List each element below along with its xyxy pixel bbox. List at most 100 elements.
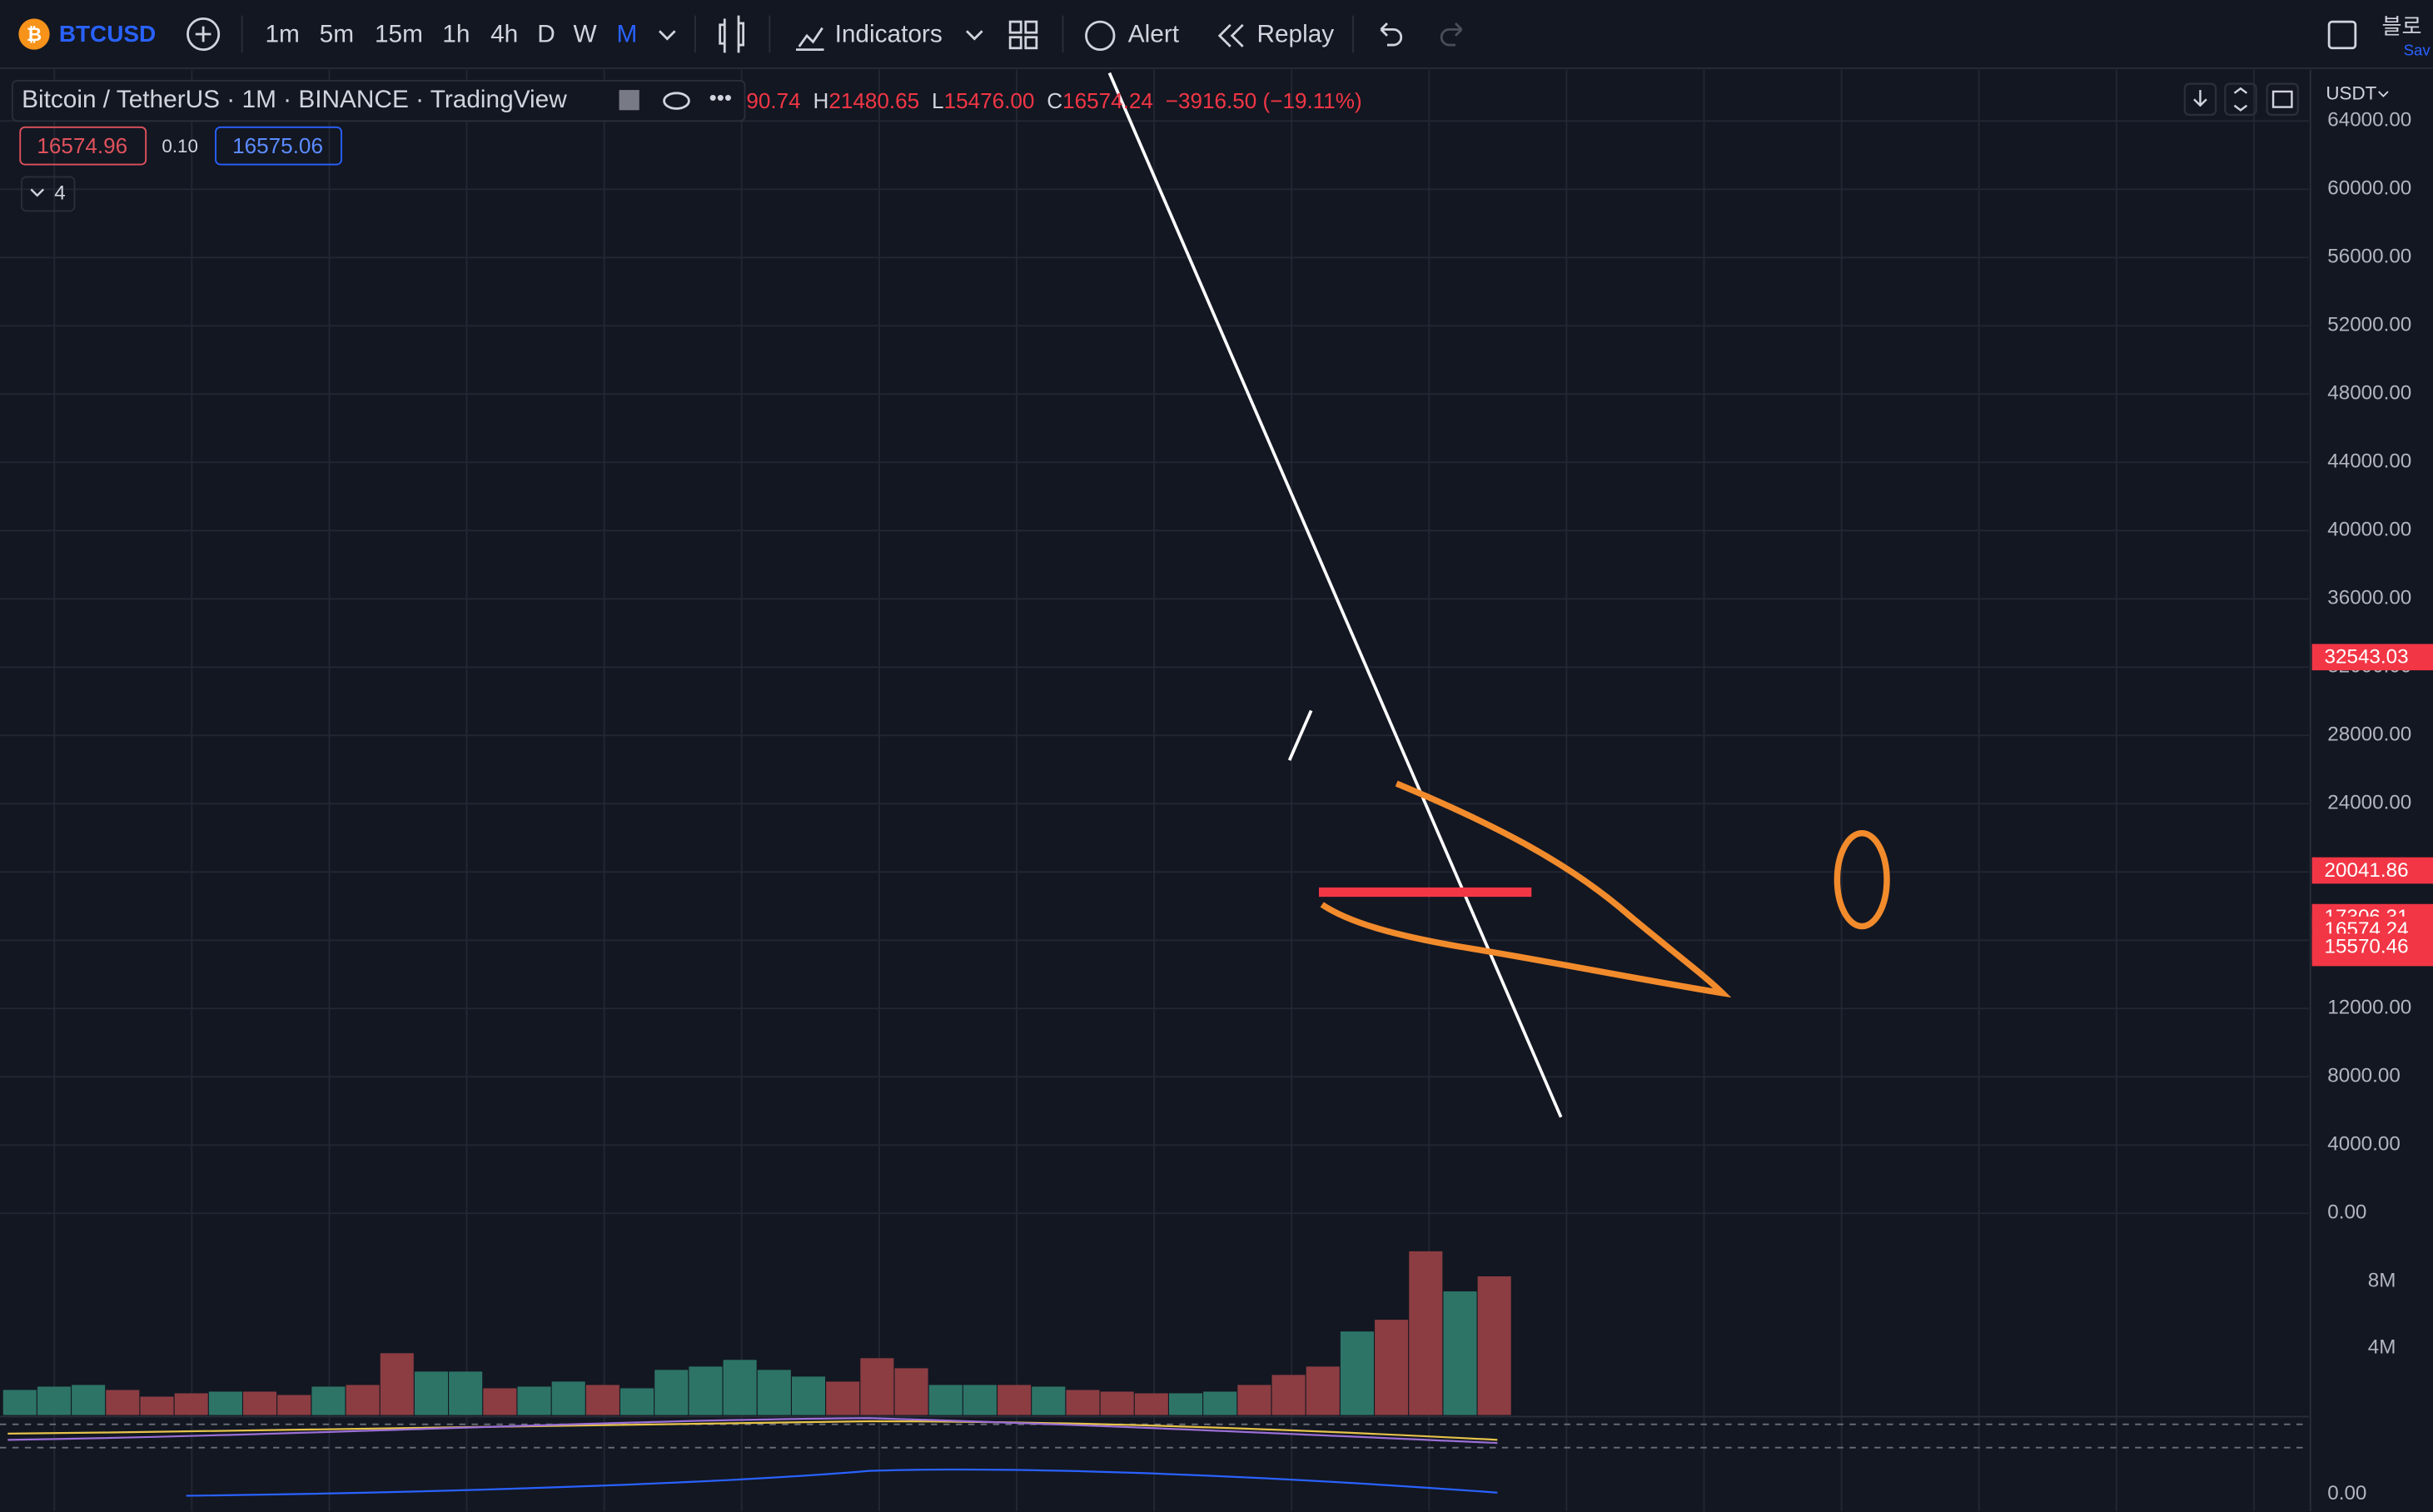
volume-bar [860,1358,894,1415]
ohlc-values: 90.74 H21480.65 L15476.00 C16574.24 −3916.50… [746,88,1361,113]
volume-bar [585,1385,619,1415]
price-label: 20041.86 [2325,859,2409,882]
indicators-menu[interactable] [965,30,983,41]
volume-bar [414,1371,448,1415]
symbol-icon[interactable] [18,18,50,50]
ohlc-part: L [932,88,944,113]
volume-bar [106,1390,140,1415]
price-label: 15570.46 [2325,935,2409,957]
interval-button[interactable]: M [616,21,637,48]
save-label[interactable]: Sav [2404,41,2431,58]
volume-bar [1203,1391,1237,1415]
interval-button[interactable]: 1h [442,21,470,48]
volume-bar [791,1376,826,1415]
add-symbol[interactable] [187,17,221,52]
visibility[interactable] [663,92,690,110]
ohlc-part: H [813,88,829,113]
legend-title-box[interactable] [11,79,746,122]
volume-bar [1271,1375,1306,1415]
volume-bar [1100,1391,1134,1415]
volume-bar [894,1368,928,1415]
intervals-menu[interactable] [659,30,676,41]
volume-bar [208,1391,242,1415]
volume-bar [1306,1366,1340,1415]
legend-title: Bitcoin / TetherUS · 1M · BINANCE · Trad… [22,86,567,113]
volume-bar [277,1395,311,1415]
y-tick-label: 44000.00 [2327,450,2411,473]
currency-menu [2378,91,2389,97]
y-tick-label: 12000.00 [2327,997,2411,1019]
interval-button[interactable]: 1m [265,21,299,48]
volume-tick-label: 4M [2368,1336,2396,1359]
flag[interactable] [619,90,639,111]
y-tick-label: 60000.00 [2327,177,2411,200]
volume-tick-label: 8M [2368,1269,2396,1291]
volume-bar [346,1385,380,1415]
price-axis: USDT 0.004000.008000.0012000.0016000.002… [2309,69,2433,1512]
ohlc-part: C [1047,88,1062,113]
ohlc-part: 15476.00 [944,88,1035,113]
y-tick-label: 56000.00 [2327,246,2411,268]
interval-button[interactable]: 4h [490,21,518,48]
indicators-icon [795,27,824,52]
interval-button[interactable]: 5m [320,21,354,48]
pane-buttons[interactable] [2183,82,2300,117]
volume-bar [1134,1393,1168,1415]
fullscreen[interactable] [2327,20,2357,50]
alert-icon [1085,20,1116,52]
bid-box[interactable] [19,126,147,166]
volume-bar [1375,1320,1409,1415]
indicator-line [186,1468,1498,1497]
y-tick-label: 48000.00 [2327,382,2411,405]
indicators-toggle[interactable] [21,176,76,212]
ohlc-part: 21480.65 [828,88,919,113]
ohlc-part: −3916.50 (−19.11%) [1166,88,1362,113]
ohlc-part: 16574.24 [1062,88,1153,113]
indicator-line [7,1420,1498,1441]
toolbar: ₿ BTCUSD 1m 5m 15m 1h 4h D W M Indicators Alert… [0,0,2433,69]
intervals: 1m 5m 15m 1h 4h D W M [265,21,637,48]
y-tick-label: 40000.00 [2327,519,2411,541]
drawn-circle [1833,829,1890,930]
ask: 16575.06 [232,133,323,158]
add-symbol-plus [195,26,211,42]
alert-button[interactable]: Alert [1128,21,1180,48]
volume-bar [449,1371,483,1415]
y-tick-label: 28000.00 [2327,724,2411,746]
grid [0,69,2309,1512]
price-label: 32543.03 [2325,646,2409,669]
replay-button[interactable]: Replay [1256,21,1334,48]
volume-bar [1409,1251,1443,1415]
volume-bar [551,1381,585,1415]
legend: 90.74 H21480.65 L15476.00 C16574.24 −3916.50… [11,79,2300,212]
volume-bar [1237,1385,1271,1415]
interval-button[interactable]: D [537,21,555,48]
symbol-icon-glyph: ₿ [27,24,42,45]
volume-bar [1168,1393,1203,1415]
redo[interactable] [1440,22,1463,47]
trend-line [1107,72,1563,1118]
volume-bar [174,1393,208,1415]
more[interactable]: ••• [709,85,732,110]
interval-button[interactable]: 15m [375,21,423,48]
price-label-box [2311,644,2433,671]
symbol[interactable]: BTCUSD [59,21,156,47]
volume-bar [1340,1331,1374,1415]
indicator-line [7,1417,1498,1445]
ask-box[interactable] [215,126,342,166]
y-tick-label: 24000.00 [2327,792,2411,814]
undo[interactable] [1380,22,1403,47]
chart-type[interactable] [719,15,745,53]
side-label[interactable]: 블로 [2382,13,2422,38]
interval-button[interactable]: W [573,21,597,48]
drawings [1107,72,1890,1118]
indicators-button[interactable]: Indicators [835,21,943,48]
ohlc-part: 90.74 [746,88,800,113]
drawn-triangle [1320,780,1732,998]
replay-icon [1217,23,1244,47]
volume-bar [243,1391,277,1415]
layouts[interactable] [1008,20,1038,50]
currency[interactable]: USDT [2326,83,2376,104]
